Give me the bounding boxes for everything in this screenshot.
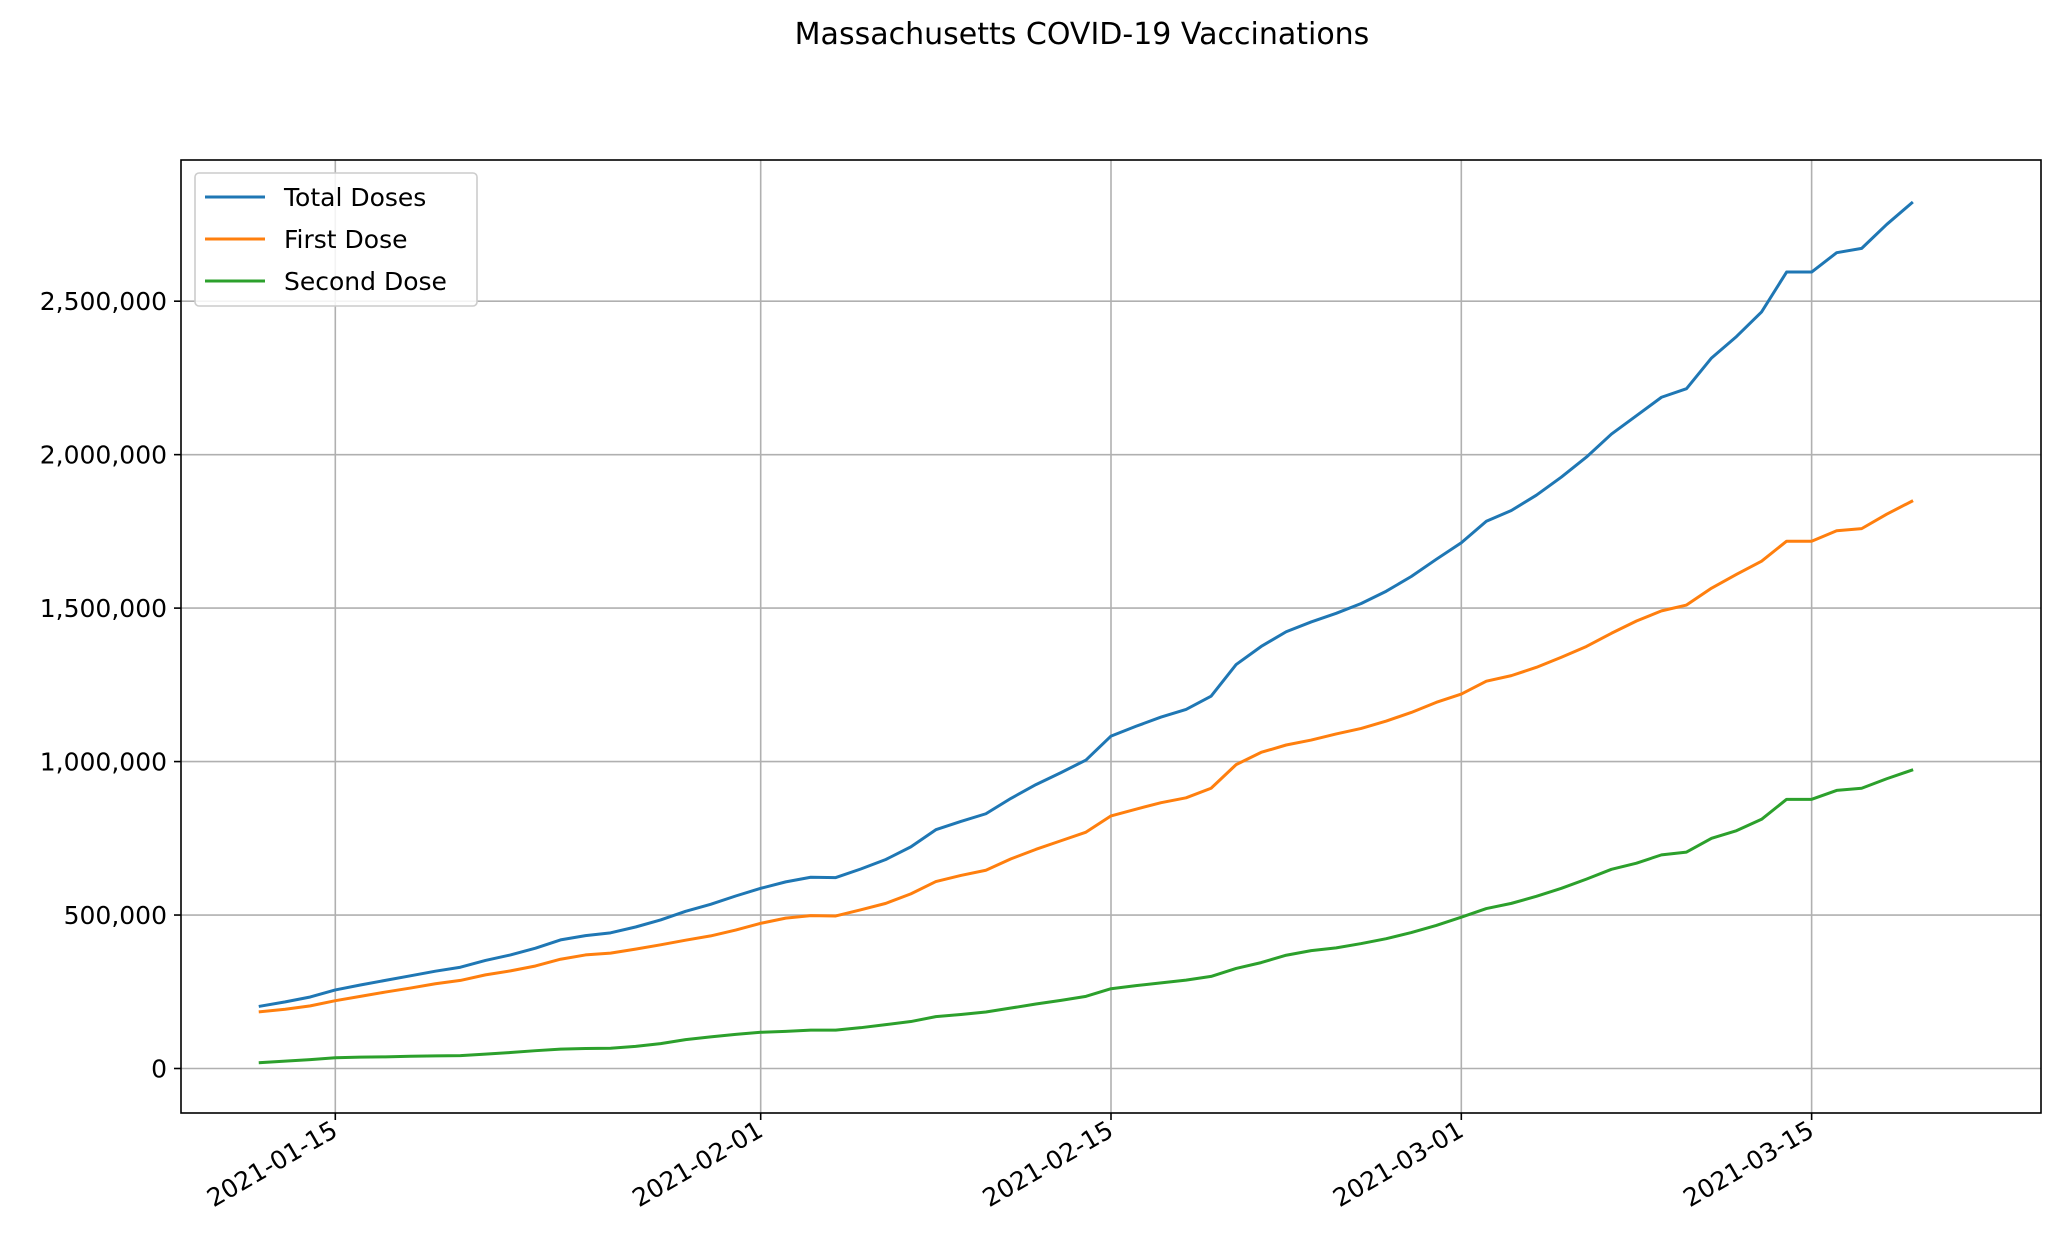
grid-lines — [181, 160, 2041, 1113]
y-tick-label: 1,000,000 — [40, 748, 167, 777]
y-axis: 0 500,000 1,000,000 1,500,000 2,000,000 2,500… — [40, 287, 181, 1083]
legend-box — [194, 172, 478, 307]
series-line-first-dose — [258, 499, 1914, 1014]
y-tick-label: 1,500,000 — [40, 594, 167, 623]
y-tick-label: 2,000,000 — [40, 441, 167, 470]
y-tick-label: 500,000 — [64, 901, 167, 930]
y-tick-label: 2,500,000 — [40, 287, 167, 316]
series-line-second-dose — [258, 768, 1914, 1065]
legend-label-second-dose: Second Dose — [284, 267, 447, 296]
legend-label-total-doses: Total Doses — [283, 183, 426, 212]
legend: Total Doses First Dose Second Dose — [194, 172, 478, 307]
series-lines — [258, 200, 1914, 1065]
y-tick-label: 0 — [151, 1054, 167, 1083]
series-line-total-doses — [258, 200, 1914, 1008]
chart-title: Massachusetts COVID-19 Vaccinations — [795, 17, 1370, 52]
legend-label-first-dose: First Dose — [284, 225, 408, 254]
